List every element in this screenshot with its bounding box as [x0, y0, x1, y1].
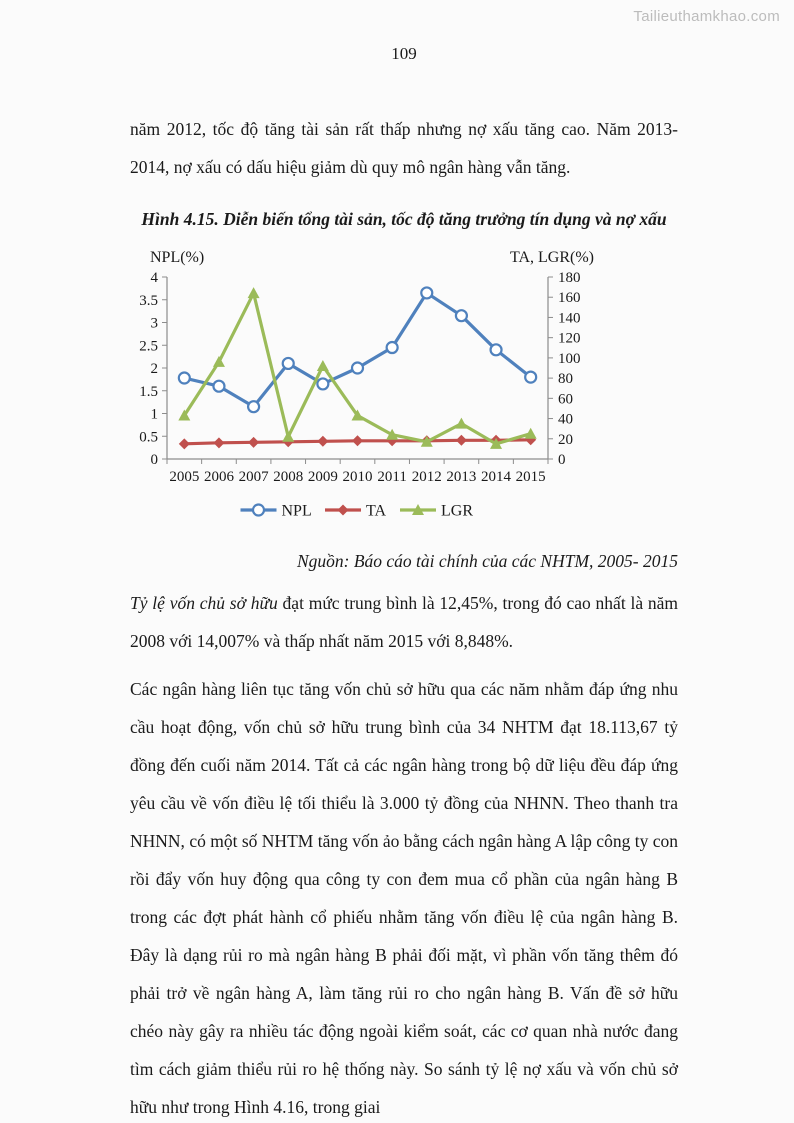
x-axis-tick-label: 2013: [446, 469, 476, 485]
ta-data-point: [455, 434, 467, 446]
x-axis-tick-label: 2015: [516, 469, 546, 485]
paragraph-2-lead: Tỷ lệ vốn chủ sở hữu: [130, 593, 278, 613]
paragraph-3: Các ngân hàng liên tục tăng vốn chủ sở h…: [130, 679, 678, 1117]
lgr-data-point: [178, 409, 191, 421]
left-axis-tick-label: 1.5: [139, 384, 158, 400]
legend-ta-label: TA: [366, 503, 386, 520]
npl-data-point: [212, 379, 226, 393]
lgr-data-point: [490, 437, 503, 449]
paragraph-1: năm 2012, tốc độ tăng tài sản rất thấp n…: [130, 119, 678, 177]
watermark: Tailieuthamkhao.com: [633, 8, 780, 25]
npl-data-point: [246, 400, 261, 414]
x-axis-tick-label: 2007: [239, 469, 270, 485]
right-axis-tick-label: 160: [558, 290, 581, 306]
right-axis-tick-label: 40: [558, 412, 573, 428]
right-axis-tick-label: 80: [558, 371, 573, 387]
legend-lgr-label: LGR: [441, 503, 473, 520]
left-axis-tick-label: 2.5: [139, 338, 158, 354]
npl-data-point: [281, 356, 295, 371]
legend-npl-label: NPL: [282, 503, 312, 520]
x-axis-tick-label: 2005: [169, 469, 199, 485]
npl-data-point: [385, 340, 399, 355]
left-axis-title: NPL(%): [150, 249, 204, 266]
npl-series-line: [183, 291, 532, 409]
figure-title: Hình 4.15. Diễn biến tổng tài sản, tốc đ…: [141, 209, 667, 229]
ta-data-point: [213, 437, 225, 449]
right-axis-tick-label: 180: [558, 270, 581, 286]
lgr-data-point: [247, 287, 260, 299]
lgr-data-point: [386, 428, 399, 440]
right-axis-tick-label: 140: [558, 310, 581, 326]
x-axis-tick-label: 2008: [273, 469, 303, 485]
x-axis-tick-label: 2009: [308, 469, 338, 485]
lgr-data-point: [282, 430, 295, 442]
npl-data-point: [420, 286, 434, 300]
npl-data-point: [489, 343, 503, 357]
npl-data-point: [524, 370, 538, 384]
ta-data-point: [178, 438, 190, 450]
paragraph-2-rest: đạt mức trung bình là 12,45%, trong đó c…: [130, 593, 678, 651]
ta-data-point: [248, 436, 260, 448]
left-axis-tick-label: 1: [151, 407, 159, 423]
legend-ta-marker: [337, 504, 349, 516]
ta-data-point: [352, 435, 363, 447]
right-axis-title: TA, LGR(%): [510, 249, 594, 266]
right-axis-tick-label: 100: [558, 351, 581, 367]
figure-4-15-chart: 0 0.5 1 1.5 2 2.5 3 3.5 4 0 20 40 60 80 100 120 140 160 18…: [130, 242, 678, 538]
lgr-data-point: [351, 409, 364, 421]
x-axis-tick-label: 2014: [481, 469, 512, 485]
lgr-data-point: [455, 417, 468, 429]
lgr-data-point: [316, 359, 329, 371]
source-caption: Nguồn: Báo cáo tài chính của các NHTM, 2…: [296, 551, 678, 571]
left-axis-tick-label: 3.5: [139, 293, 158, 309]
right-axis-tick-label: 120: [558, 331, 581, 347]
npl-data-point: [316, 377, 330, 391]
lgr-data-point: [524, 427, 537, 439]
left-axis-tick-label: 0: [151, 452, 159, 468]
right-axis-tick-label: 0: [558, 452, 566, 468]
x-axis-tick-label: 2012: [412, 469, 442, 485]
npl-data-point: [454, 309, 469, 323]
x-axis-tick-label: 2006: [204, 469, 235, 485]
left-axis-tick-label: 0.5: [139, 429, 158, 445]
ta-data-point: [317, 435, 329, 447]
left-axis-tick-label: 2: [151, 361, 159, 377]
left-axis-tick-label: 3: [151, 316, 159, 332]
lgr-data-point: [212, 355, 225, 367]
x-axis-tick-label: 2011: [377, 469, 406, 485]
lgr-data-point: [420, 435, 433, 447]
ta-data-point: [525, 434, 537, 446]
ta-data-point: [386, 435, 398, 447]
left-axis-tick-label: 4: [151, 270, 159, 286]
line-chart-svg: 00.511.522.533.5402040608010012014016018…: [139, 249, 594, 520]
legend-lgr-marker: [412, 504, 424, 515]
legend-npl-marker: [251, 503, 266, 517]
x-axis-tick-label: 2010: [343, 469, 373, 485]
npl-data-point: [177, 371, 191, 385]
paragraph-2: Tỷ lệ vốn chủ sở hữu đạt mức trung bình …: [130, 584, 678, 660]
right-axis-tick-label: 60: [558, 391, 573, 407]
page-number: 109: [391, 44, 417, 63]
right-axis-tick-label: 20: [558, 432, 573, 448]
npl-data-point: [350, 361, 365, 375]
